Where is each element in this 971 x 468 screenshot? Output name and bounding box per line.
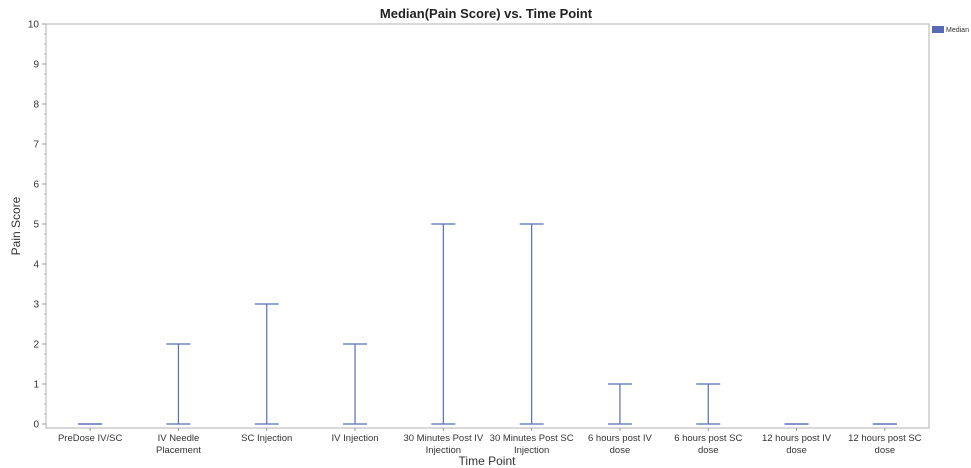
error-bar [254,303,279,425]
x-tick-label: IV Injection [332,433,379,444]
x-tick-label: SC Injection [241,433,292,444]
x-tick-label: 12 hours post IV dose [762,433,832,456]
legend: Median [932,26,969,34]
y-tick-label: 1 [33,380,39,391]
y-axis-title: Pain Score [9,196,23,255]
x-tick-label: 30 Minutes Post IV Injection [403,433,483,456]
y-tick-label: 3 [33,300,39,311]
legend-label-median: Median [946,27,969,34]
x-axis-title: Time Point [459,454,517,468]
error-bars [78,223,897,425]
error-bar [166,343,191,425]
x-tick-label: IV Needle Placement [156,433,201,456]
y-tick-label: 0 [33,420,39,431]
y-tick-label: 6 [33,180,39,191]
y-tick-label: 4 [33,260,39,271]
legend-swatch-median [932,26,944,33]
error-bar [519,223,544,425]
x-tick-label: PreDose IV/SC [58,433,123,444]
error-bar [343,343,368,425]
error-bar [607,383,632,425]
error-bar [431,223,456,425]
chart-title: Median(Pain Score) vs. Time Point [380,6,593,21]
y-axis: 0 1 2 3 4 5 6 7 8 9 10 [28,20,46,431]
x-axis: PreDose IV/SC IV Needle Placement SC Inject… [58,428,922,456]
x-tick-label: 30 Minutes Post SC Injection [490,433,574,456]
x-tick-label: 6 hours post SC dose [674,433,742,456]
y-tick-label: 5 [33,220,39,231]
x-tick-label: 12 hours post SC dose [848,433,922,456]
y-tick-label: 8 [33,100,39,111]
x-tick-label: 6 hours post IV dose [588,433,653,456]
y-tick-label: 7 [33,140,39,151]
error-bar [696,383,721,425]
y-tick-label: 9 [33,60,39,71]
plot-frame [45,23,930,429]
y-tick-label: 10 [28,20,40,31]
y-tick-label: 2 [33,340,39,351]
